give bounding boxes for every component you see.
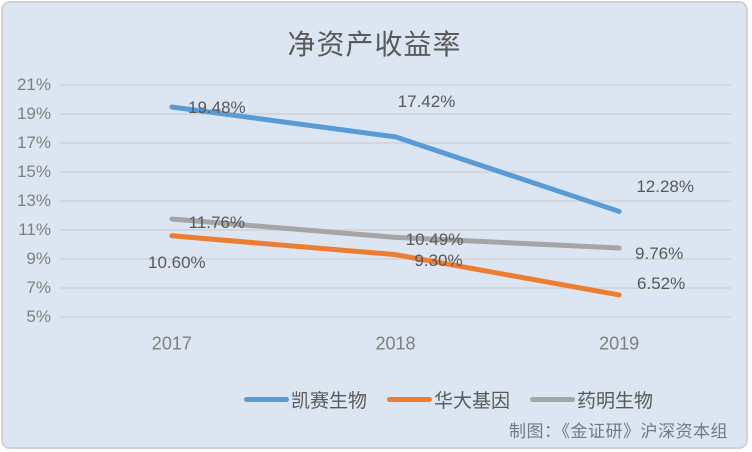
y-tick-label: 11% <box>18 220 51 239</box>
legend: 凯赛生物 华大基因 药明生物 <box>244 386 653 413</box>
legend-item-凯赛生物: 凯赛生物 <box>244 386 367 413</box>
data-label: 19.48% <box>187 98 246 118</box>
data-label: 12.28% <box>636 177 694 197</box>
y-tick-label: 15% <box>16 162 51 181</box>
data-label: 9.76% <box>635 243 684 263</box>
series-line-药明生物 <box>169 216 622 251</box>
series-line-华大基因 <box>169 233 622 298</box>
legend-item-药明生物: 药明生物 <box>530 386 653 413</box>
y-tick-label: 5% <box>26 307 51 326</box>
x-axis-label: 2019 <box>599 333 640 354</box>
legend-line-swatch <box>530 397 576 402</box>
attribution: 制图：《金证研》沪深资本组 <box>509 422 728 441</box>
data-label: 10.60% <box>147 252 206 272</box>
legend-item-华大基因: 华大基因 <box>387 386 510 413</box>
legend-label: 凯赛生物 <box>291 391 368 412</box>
data-label: 11.76% <box>188 212 246 232</box>
legend-label: 华大基因 <box>434 391 511 412</box>
chart-title: 净资产收益率 <box>287 29 462 60</box>
plot-area <box>60 84 731 318</box>
data-label: 9.30% <box>414 250 463 270</box>
legend-line-swatch <box>387 397 433 402</box>
y-tick-label: 13% <box>16 191 51 210</box>
y-tick-label: 21% <box>16 75 51 94</box>
data-label: 17.42% <box>397 91 456 111</box>
data-label: 6.52% <box>637 273 686 293</box>
series-line-凯赛生物 <box>169 104 622 214</box>
y-tick-label: 19% <box>16 104 51 123</box>
y-tick-label: 9% <box>26 249 51 268</box>
legend-line-swatch <box>244 397 289 402</box>
y-tick-label: 7% <box>26 278 51 297</box>
data-label: 10.49% <box>405 230 464 250</box>
y-tick-label: 17% <box>16 133 51 152</box>
x-axis-label: 2018 <box>375 333 416 354</box>
x-axis-label: 2017 <box>151 333 192 354</box>
legend-label: 药明生物 <box>577 391 654 412</box>
